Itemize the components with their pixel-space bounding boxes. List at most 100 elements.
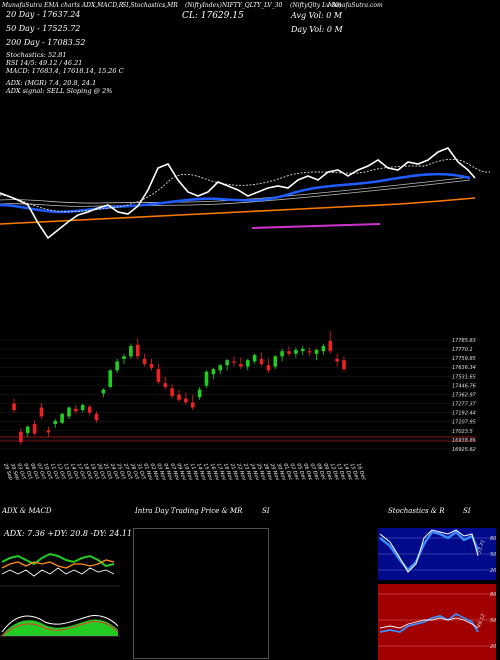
date-tick-label: 19 Oct	[89, 463, 101, 482]
candle-up	[245, 360, 250, 367]
candle-up	[218, 365, 223, 371]
header-site-label: MunafaSutra.com	[328, 2, 383, 9]
candle-down	[12, 403, 16, 411]
date-tick-label: 12 Dec	[328, 463, 340, 482]
stoch-white-line	[379, 529, 479, 573]
candle-down	[163, 383, 168, 388]
candle-down	[170, 388, 174, 396]
price-tick-label: 16925.62	[452, 447, 476, 453]
candle-down	[46, 430, 51, 433]
date-tick-label: 01 Dec	[282, 463, 294, 482]
candle-up	[321, 346, 326, 352]
ema20-label: 20 Day - 17637.24	[6, 10, 81, 19]
candle-up	[204, 371, 209, 386]
candle-down	[232, 361, 236, 363]
candle-down	[259, 358, 264, 364]
candle-up	[122, 356, 126, 359]
price-tick-label: 17531.65	[452, 374, 476, 380]
ema-short-line	[0, 158, 491, 213]
candle-up	[80, 404, 85, 411]
candle-down	[328, 340, 333, 352]
candle-up	[129, 346, 133, 357]
stoch-tick-20: 20	[490, 568, 496, 574]
date-tick-label: 29 Sep	[2, 463, 14, 481]
candle-down	[335, 358, 339, 362]
date-tick-label: 20 Oct	[95, 463, 107, 482]
date-tick-label: 13 Dec	[335, 463, 347, 482]
candle-up	[115, 361, 119, 371]
price-tick-label: 17362.97	[452, 392, 477, 398]
stoch-tick-50: 50	[490, 552, 496, 558]
adx-panel-title: ADX & MACD	[2, 507, 52, 515]
candle-up	[280, 351, 284, 357]
price-tick-label: 17785.83	[452, 338, 476, 344]
price-axis: 17785.83 17770.1 17759.85 17636.34 17531.65 1…	[0, 338, 477, 453]
candle-down	[307, 351, 312, 353]
date-tick-label: 14 Dec	[342, 463, 354, 482]
candle-down	[287, 351, 291, 354]
candle-up	[211, 369, 216, 375]
candle-down	[266, 365, 271, 371]
macd-line-white	[1, 615, 119, 633]
candle-up	[252, 355, 257, 362]
candle-up	[273, 356, 278, 367]
date-tick-label: 03 Oct	[15, 463, 27, 482]
macd-label: MACD: 17683.4, 17618.14, 15.26 C	[6, 67, 124, 75]
date-tick-label: 17 Oct	[75, 463, 87, 482]
date-tick-label: 12 Oct	[55, 463, 67, 482]
stochastics-label: Stochastics: 52.81	[6, 51, 67, 59]
macd-line-red	[1, 621, 119, 637]
date-tick-label: 30 Sep	[9, 463, 21, 481]
candle-up	[314, 349, 319, 354]
header-name-label: (NiftyQlty Lv 30)	[290, 2, 342, 9]
price-tick-label: 17770.1	[452, 347, 473, 353]
date-tick-label: 04 Oct	[22, 463, 34, 482]
price-tick-label: 17446.76	[452, 383, 476, 389]
rsi-tick-50: 50	[490, 618, 496, 624]
header-symbol-label: NIFTY_QLTY_LV_30	[222, 2, 283, 9]
ema200-line	[0, 197, 476, 225]
candle-up	[25, 426, 30, 434]
date-tick-label: 24 Oct	[109, 463, 121, 482]
candles	[12, 330, 346, 445]
candle-down	[156, 369, 161, 382]
stoch-blue-line	[379, 530, 480, 572]
candle-up	[53, 420, 58, 425]
header-source-label: MunafaSutra EMA charts ADX,MACD,R	[2, 2, 124, 9]
rsi-white-line	[379, 617, 479, 629]
ema200-label: 200 Day - 17083.52	[6, 38, 86, 47]
intra-panel-title: Intra Day Trading Price & MR	[135, 507, 243, 515]
adx-orange-line	[1, 559, 115, 569]
candle-up	[225, 360, 229, 366]
rsi-value-label: 49.12	[476, 613, 487, 629]
ema50-label: 50 Day - 17525.72	[6, 24, 81, 33]
candle-down	[32, 424, 37, 434]
candle-down	[177, 394, 181, 400]
date-tick-label: 11 Oct	[49, 463, 61, 482]
date-tick-label: 02 Dec	[289, 463, 301, 482]
price-tick-label: 17023.5	[452, 429, 473, 435]
candle-up	[294, 349, 298, 354]
date-tick-label: 07 Oct	[35, 463, 47, 482]
candle-up	[60, 413, 64, 423]
candlestick-chart: 17785.83 17770.1 17759.85 17636.34 17531.65 1…	[0, 330, 477, 453]
candle-up	[67, 407, 71, 417]
candle-up	[108, 370, 113, 388]
date-tick-label: 05 Dec	[295, 463, 307, 482]
candle-down	[149, 363, 154, 368]
candle-down	[342, 360, 346, 370]
candle-down	[87, 406, 92, 413]
date-tick-label: 08 Dec	[315, 463, 327, 482]
date-tick-label: 06 Dec	[302, 463, 314, 482]
adx-label: ADX: (MGR) 7.4, 20.8, 24.1	[6, 79, 97, 87]
intraday-panel	[133, 528, 269, 659]
rsi-label: RSI 14/5: 49.12 / 46.21	[6, 59, 83, 67]
stoch-value-label: 53.71	[476, 539, 487, 555]
rsi-tick-80: 80	[490, 592, 496, 598]
price-tick-label: 17759.85	[452, 356, 476, 362]
price-line	[0, 147, 476, 240]
stochastics-panel: 80 50 20 53.71 80 50 20 49.12	[378, 528, 496, 660]
day-volume-label: Day Vol: 0 M	[291, 25, 343, 34]
price-tick-label: 17277.37	[452, 402, 477, 408]
